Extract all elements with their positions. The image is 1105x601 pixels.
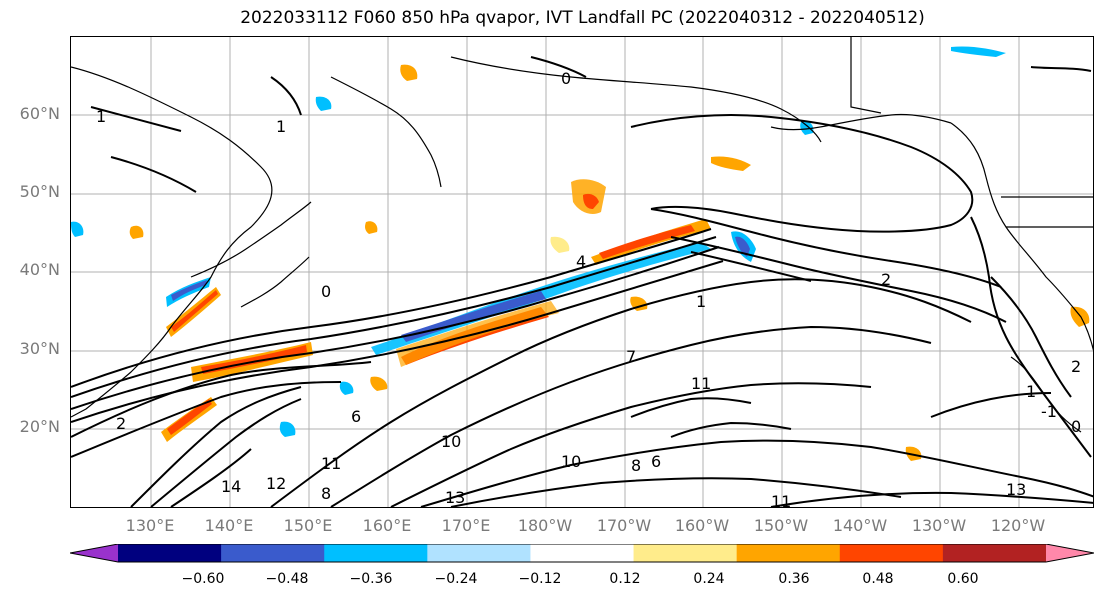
coastlines (71, 37, 1093, 433)
colorbar-tick: 0.12 (609, 571, 641, 587)
colorbar-tick: −0.24 (434, 571, 478, 587)
lon-label-160w: 160°W (674, 516, 730, 535)
colorbar-segment (118, 544, 222, 562)
lon-label-150e: 150°E (283, 516, 333, 535)
contour-label: 0 (321, 282, 331, 301)
contour-label: 0 (561, 69, 571, 88)
contour-label: 7 (626, 347, 636, 366)
lat-label-20n: 20°N (19, 417, 60, 436)
colorbar-tick: 0.36 (778, 571, 810, 587)
contour-value-labels: 1 0 1 0 0 4 2 1 7 10 11 13 13 11 10 2 1 … (96, 69, 1081, 508)
lon-label-180w: 180°W (517, 516, 573, 535)
ivt-contours (71, 56, 1093, 507)
contour-label: 13 (1006, 480, 1026, 499)
lon-label-150w: 150°W (753, 516, 809, 535)
lon-label-170w: 170°W (596, 516, 652, 535)
contour-label: 0 (1071, 417, 1081, 436)
contour-label: 1 (696, 292, 706, 311)
contour-label: 8 (321, 484, 331, 503)
contour-label: 14 (221, 477, 241, 496)
lat-label-60n: 60°N (19, 104, 60, 123)
contour-label: 11 (691, 374, 711, 393)
lat-label-30n: 30°N (19, 339, 60, 358)
colorbar-tick: 0.24 (693, 571, 725, 587)
contour-label: 2 (881, 270, 891, 289)
colorbar-segment (221, 544, 325, 562)
map-canvas: 1 0 1 0 0 4 2 1 7 10 11 13 13 11 10 2 1 … (71, 37, 1093, 508)
contour-label: 4 (576, 252, 586, 271)
contour-label: 2 (1071, 357, 1081, 376)
colorbar (70, 544, 1094, 563)
colorbar-segment (530, 544, 635, 562)
contour-label: 12 (266, 474, 286, 493)
lon-label-140e: 140°E (204, 516, 254, 535)
lat-label-50n: 50°N (19, 182, 60, 201)
lat-label-40n: 40°N (19, 260, 60, 279)
lon-label-130e: 130°E (125, 516, 175, 535)
colorbar-tick: −0.36 (349, 571, 393, 587)
contour-label: 6 (351, 407, 361, 426)
contour-label: 1 (96, 107, 106, 126)
map-panel: 1 0 1 0 0 4 2 1 7 10 11 13 13 11 10 2 1 … (70, 36, 1094, 508)
contour-label: 10 (561, 452, 581, 471)
lon-label-160e: 160°E (362, 516, 412, 535)
contour-label: 8 (631, 456, 641, 475)
contour-label: 1 (1026, 382, 1036, 401)
graticule (71, 37, 1093, 507)
colorbar-tick: −0.12 (518, 571, 562, 587)
contour-label: 1 (276, 117, 286, 136)
lon-label-120w: 120°W (990, 516, 1046, 535)
colorbar-extend-low (70, 544, 118, 562)
colorbar-segment (839, 544, 944, 562)
contour-label: 2 (116, 414, 126, 433)
colorbar-extend-high (1046, 544, 1094, 562)
qvapor-shading (71, 46, 1090, 461)
contour-label: 6 (651, 452, 661, 471)
contour-label: 13 (445, 488, 465, 507)
contour-label: 11 (321, 454, 341, 473)
lon-label-130w: 130°W (911, 516, 967, 535)
colorbar-segment (324, 544, 428, 562)
contour-label: -1 (1041, 402, 1057, 421)
contour-label: 11 (771, 492, 791, 508)
colorbar-segment (736, 544, 841, 562)
colorbar-tick: −0.60 (181, 571, 225, 587)
colorbar-tick: −0.48 (265, 571, 309, 587)
contour-label: 10 (441, 432, 461, 451)
map-title: 2022033112 F060 850 hPa qvapor, IVT Land… (240, 8, 925, 28)
colorbar-segment (942, 544, 1047, 562)
colorbar-tick: 0.48 (862, 571, 894, 587)
colorbar-tick: 0.60 (947, 571, 979, 587)
lon-label-140w: 140°W (832, 516, 888, 535)
colorbar-outline (70, 544, 1094, 563)
lon-label-170e: 170°E (441, 516, 491, 535)
colorbar-segment (427, 544, 531, 562)
colorbar-segment (633, 544, 738, 562)
